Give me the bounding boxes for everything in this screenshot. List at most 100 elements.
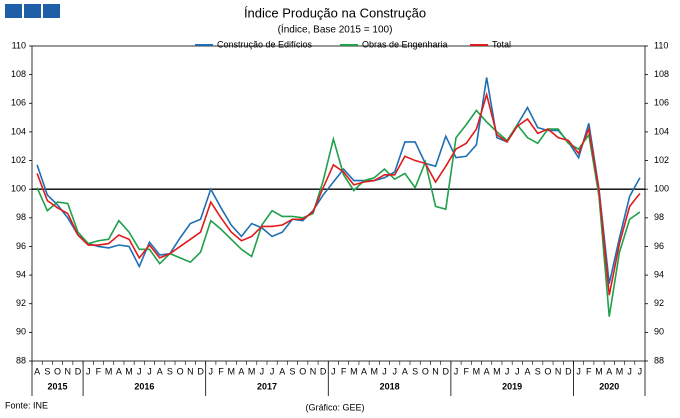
- x-tick-label: J: [137, 366, 142, 376]
- y-tick-label: 102: [11, 155, 26, 165]
- x-tick-label: J: [382, 366, 387, 376]
- x-tick-label: D: [75, 366, 82, 376]
- x-tick-label: F: [586, 366, 592, 376]
- x-tick-label: A: [484, 366, 490, 376]
- logo-block: [5, 4, 22, 18]
- y2-tick-label: 102: [654, 155, 669, 165]
- year-label: 2018: [380, 381, 400, 391]
- x-tick-label: A: [279, 366, 285, 376]
- y-tick-label: 94: [16, 269, 26, 279]
- series-line: [36, 91, 641, 296]
- x-tick-label: N: [65, 366, 72, 376]
- x-tick-label: M: [371, 366, 379, 376]
- x-tick-label: N: [432, 366, 439, 376]
- x-tick-label: J: [576, 366, 581, 376]
- x-tick-label: J: [627, 366, 632, 376]
- x-tick-label: D: [565, 366, 572, 376]
- x-tick-label: J: [331, 366, 336, 376]
- y2-tick-label: 92: [654, 298, 664, 308]
- x-tick-label: F: [96, 366, 102, 376]
- y2-tick-label: 94: [654, 269, 664, 279]
- x-tick-label: M: [595, 366, 603, 376]
- credit: (Gráfico: GEE): [305, 402, 364, 412]
- x-tick-label: A: [361, 366, 367, 376]
- y-tick-label: 108: [11, 69, 26, 79]
- x-tick-label: M: [248, 366, 256, 376]
- y2-tick-label: 100: [654, 184, 669, 194]
- x-tick-label: F: [341, 366, 347, 376]
- x-tick-label: S: [535, 366, 541, 376]
- year-label: 2019: [502, 381, 522, 391]
- series-line: [36, 77, 641, 284]
- x-tick-label: J: [270, 366, 275, 376]
- x-tick-label: O: [422, 366, 429, 376]
- chart-subtitle: (Índice, Base 2015 = 100): [278, 23, 393, 36]
- y2-tick-label: 104: [654, 126, 669, 136]
- x-tick-label: O: [54, 366, 61, 376]
- x-tick-label: O: [177, 366, 184, 376]
- x-tick-label: D: [320, 366, 327, 376]
- y-tick-label: 104: [11, 126, 26, 136]
- x-tick-label: D: [197, 366, 204, 376]
- x-tick-label: J: [638, 366, 643, 376]
- y-tick-label: 88: [16, 355, 26, 365]
- y-tick-label: 92: [16, 298, 26, 308]
- x-tick-label: J: [260, 366, 265, 376]
- y2-tick-label: 98: [654, 212, 664, 222]
- y-tick-label: 110: [12, 40, 26, 50]
- x-tick-label: M: [493, 366, 501, 376]
- x-tick-label: J: [454, 366, 459, 376]
- y-tick-label: 96: [16, 241, 26, 251]
- x-tick-label: S: [44, 366, 50, 376]
- x-tick-label: N: [187, 366, 194, 376]
- x-tick-label: A: [116, 366, 122, 376]
- x-tick-label: O: [299, 366, 306, 376]
- y-tick-label: 90: [16, 327, 26, 337]
- x-tick-label: M: [227, 366, 235, 376]
- x-tick-label: M: [473, 366, 481, 376]
- x-tick-label: F: [218, 366, 224, 376]
- x-tick-label: A: [34, 366, 40, 376]
- x-tick-label: N: [555, 366, 562, 376]
- x-tick-label: A: [238, 366, 244, 376]
- x-tick-label: M: [125, 366, 133, 376]
- x-tick-label: J: [515, 366, 520, 376]
- y2-tick-label: 90: [654, 327, 664, 337]
- chart-title: Índice Produção na Construção: [244, 5, 426, 20]
- x-tick-label: J: [147, 366, 152, 376]
- legend-label: Total: [492, 39, 511, 49]
- series-line: [36, 109, 641, 317]
- source: Fonte: INE: [5, 400, 48, 410]
- x-tick-label: A: [157, 366, 163, 376]
- plot-frame: [31, 45, 646, 362]
- x-tick-label: N: [310, 366, 317, 376]
- x-tick-label: S: [167, 366, 173, 376]
- y2-tick-label: 110: [654, 40, 668, 50]
- x-tick-label: S: [412, 366, 418, 376]
- logo-block: [24, 4, 41, 18]
- y-tick-label: 106: [11, 98, 26, 108]
- legend-label: Obras de Engenharia: [362, 39, 448, 49]
- x-tick-label: M: [350, 366, 358, 376]
- year-label: 2020: [599, 381, 619, 391]
- y2-tick-label: 96: [654, 241, 664, 251]
- year-label: 2017: [257, 381, 277, 391]
- x-tick-label: D: [443, 366, 450, 376]
- x-tick-label: M: [105, 366, 113, 376]
- x-tick-label: M: [616, 366, 624, 376]
- x-tick-label: S: [290, 366, 296, 376]
- y-tick-label: 98: [16, 212, 26, 222]
- logo-block: [43, 4, 60, 18]
- x-tick-label: A: [525, 366, 531, 376]
- y2-tick-label: 88: [654, 355, 664, 365]
- x-tick-label: J: [392, 366, 397, 376]
- legend-label: Construção de Edifícios: [217, 39, 313, 49]
- y2-tick-label: 106: [654, 98, 669, 108]
- x-tick-label: J: [505, 366, 510, 376]
- y-tick-label: 100: [11, 184, 26, 194]
- x-tick-label: A: [606, 366, 612, 376]
- year-label: 2016: [134, 381, 154, 391]
- x-tick-label: A: [402, 366, 408, 376]
